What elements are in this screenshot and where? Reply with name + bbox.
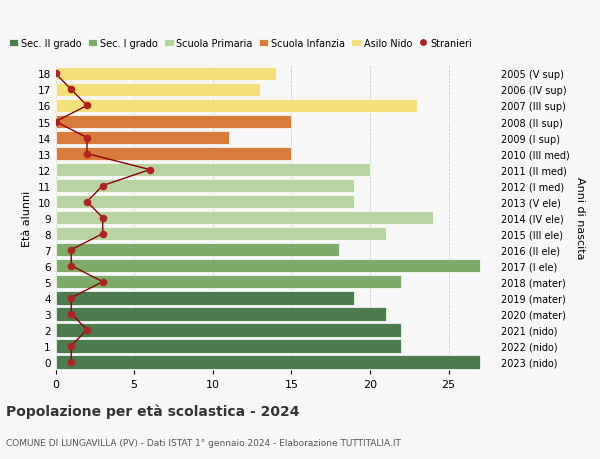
Point bbox=[145, 167, 155, 174]
Point bbox=[67, 358, 76, 366]
Bar bbox=[56, 355, 480, 369]
Point bbox=[67, 342, 76, 350]
Point bbox=[82, 151, 92, 158]
Point bbox=[67, 246, 76, 254]
Point bbox=[82, 102, 92, 110]
Point bbox=[51, 118, 61, 126]
Bar bbox=[56, 196, 355, 209]
Point bbox=[67, 294, 76, 302]
Point bbox=[82, 134, 92, 142]
Point bbox=[82, 198, 92, 206]
Point bbox=[67, 310, 76, 318]
Y-axis label: Età alunni: Età alunni bbox=[22, 190, 32, 246]
Bar bbox=[56, 163, 370, 177]
Bar bbox=[56, 116, 292, 129]
Bar bbox=[56, 84, 260, 97]
Point bbox=[67, 87, 76, 94]
Point bbox=[67, 263, 76, 270]
Point bbox=[98, 230, 107, 238]
Point bbox=[98, 214, 107, 222]
Point bbox=[82, 326, 92, 334]
Bar bbox=[56, 339, 401, 353]
Point bbox=[98, 279, 107, 286]
Bar bbox=[56, 211, 433, 225]
Bar bbox=[56, 323, 401, 337]
Bar bbox=[56, 307, 386, 321]
Bar bbox=[56, 147, 292, 161]
Bar bbox=[56, 259, 480, 273]
Bar bbox=[56, 67, 275, 81]
Text: Popolazione per età scolastica - 2024: Popolazione per età scolastica - 2024 bbox=[6, 404, 299, 419]
Bar bbox=[56, 291, 355, 305]
Legend: Sec. II grado, Sec. I grado, Scuola Primaria, Scuola Infanzia, Asilo Nido, Stran: Sec. II grado, Sec. I grado, Scuola Prim… bbox=[5, 35, 476, 52]
Bar bbox=[56, 275, 401, 289]
Y-axis label: Anni di nascita: Anni di nascita bbox=[575, 177, 585, 259]
Bar bbox=[56, 100, 417, 113]
Bar bbox=[56, 227, 386, 241]
Bar bbox=[56, 179, 355, 193]
Point bbox=[51, 71, 61, 78]
Text: COMUNE DI LUNGAVILLA (PV) - Dati ISTAT 1° gennaio 2024 - Elaborazione TUTTITALIA: COMUNE DI LUNGAVILLA (PV) - Dati ISTAT 1… bbox=[6, 438, 401, 447]
Bar bbox=[56, 131, 229, 145]
Point bbox=[98, 183, 107, 190]
Bar bbox=[56, 243, 338, 257]
